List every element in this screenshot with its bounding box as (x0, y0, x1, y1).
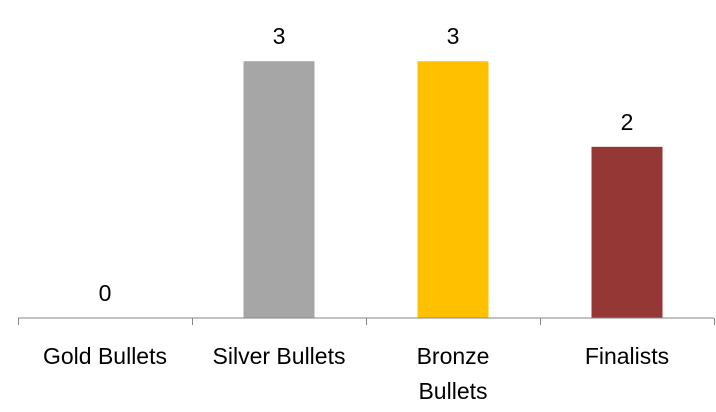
bar-finalists (591, 146, 663, 318)
x-axis (18, 317, 715, 325)
data-label-finalists: 2 (621, 109, 634, 135)
category-label-finalists: Finalists (585, 343, 669, 369)
data-label-gold-bullets: 0 (99, 280, 112, 306)
bar-bronze-bullets (417, 61, 489, 319)
data-labels: 0 3 3 2 (99, 23, 634, 306)
bar-silver-bullets (243, 61, 315, 319)
category-labels: Gold Bullets Silver Bullets Bronze Bullets F… (43, 343, 669, 404)
bars-layer (243, 61, 663, 319)
category-label-bronze-bullets: Bronze Bullets (417, 343, 490, 404)
category-label-gold-bullets: Gold Bullets (43, 343, 167, 369)
category-label-silver-bullets: Silver Bullets (213, 343, 346, 369)
data-label-bronze-bullets: 3 (447, 23, 460, 49)
data-label-silver-bullets: 3 (273, 23, 286, 49)
